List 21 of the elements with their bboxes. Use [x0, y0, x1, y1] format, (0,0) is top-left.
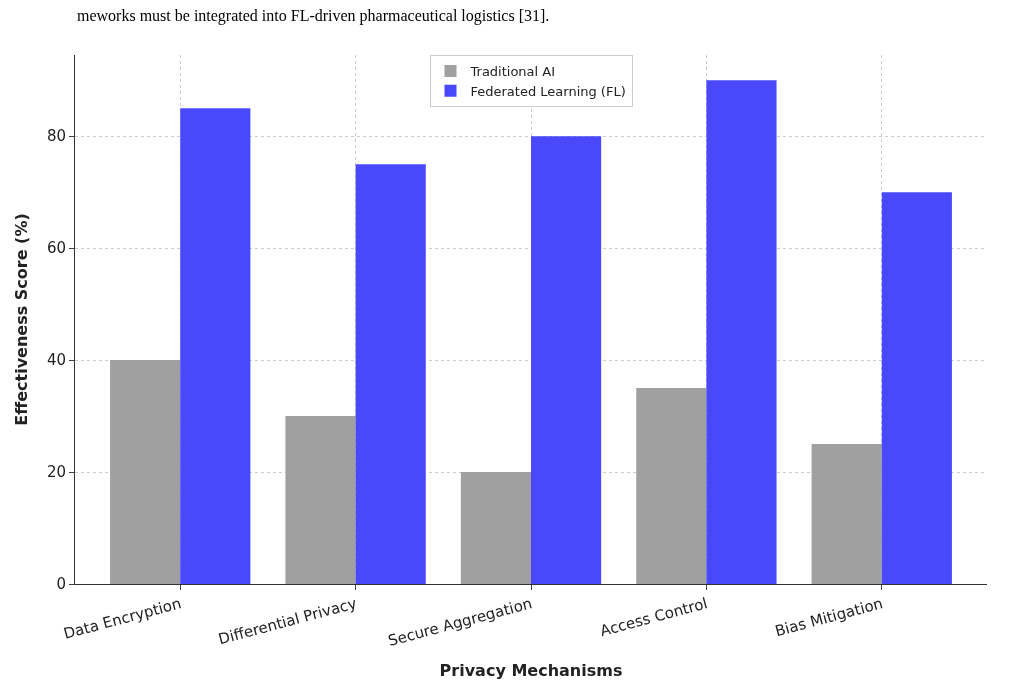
bar [531, 136, 602, 584]
y-tick-label: 40 [46, 351, 66, 370]
x-axis-title: Privacy Mechanisms [439, 660, 623, 680]
y-axis-title: Effectiveness Score (%) [11, 213, 31, 426]
legend-label: Federated Learning (FL) [470, 83, 626, 99]
text: meworks must be integrated into FL-driven pharmaceutical logistics [31]. [77, 7, 550, 25]
y-tick-label: 80 [46, 127, 66, 146]
x-tick-label: Access Control [598, 594, 710, 641]
bar [881, 192, 952, 584]
bar [285, 416, 356, 584]
y-tick-label: 20 [46, 463, 66, 482]
bar [180, 108, 251, 584]
bar [811, 444, 882, 584]
bar [110, 360, 181, 584]
bar [706, 80, 777, 584]
bar [460, 472, 531, 584]
bar [355, 164, 426, 584]
y-tick-label: 0 [56, 575, 66, 594]
legend-label: Traditional AI [469, 64, 556, 80]
bar [636, 388, 707, 584]
y-tick-label: 60 [46, 239, 66, 258]
